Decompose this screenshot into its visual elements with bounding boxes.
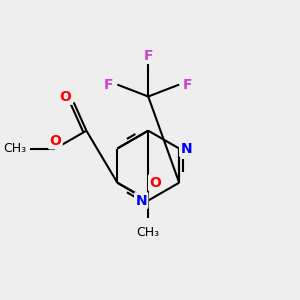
Text: CH₃: CH₃: [3, 142, 26, 155]
Text: O: O: [59, 89, 71, 103]
Text: N: N: [135, 194, 147, 208]
Text: F: F: [183, 78, 192, 92]
Text: O: O: [50, 134, 61, 148]
Text: F: F: [104, 78, 114, 92]
Text: F: F: [143, 50, 153, 63]
Text: CH₃: CH₃: [137, 226, 160, 239]
Text: O: O: [149, 176, 161, 190]
Text: N: N: [180, 142, 192, 155]
